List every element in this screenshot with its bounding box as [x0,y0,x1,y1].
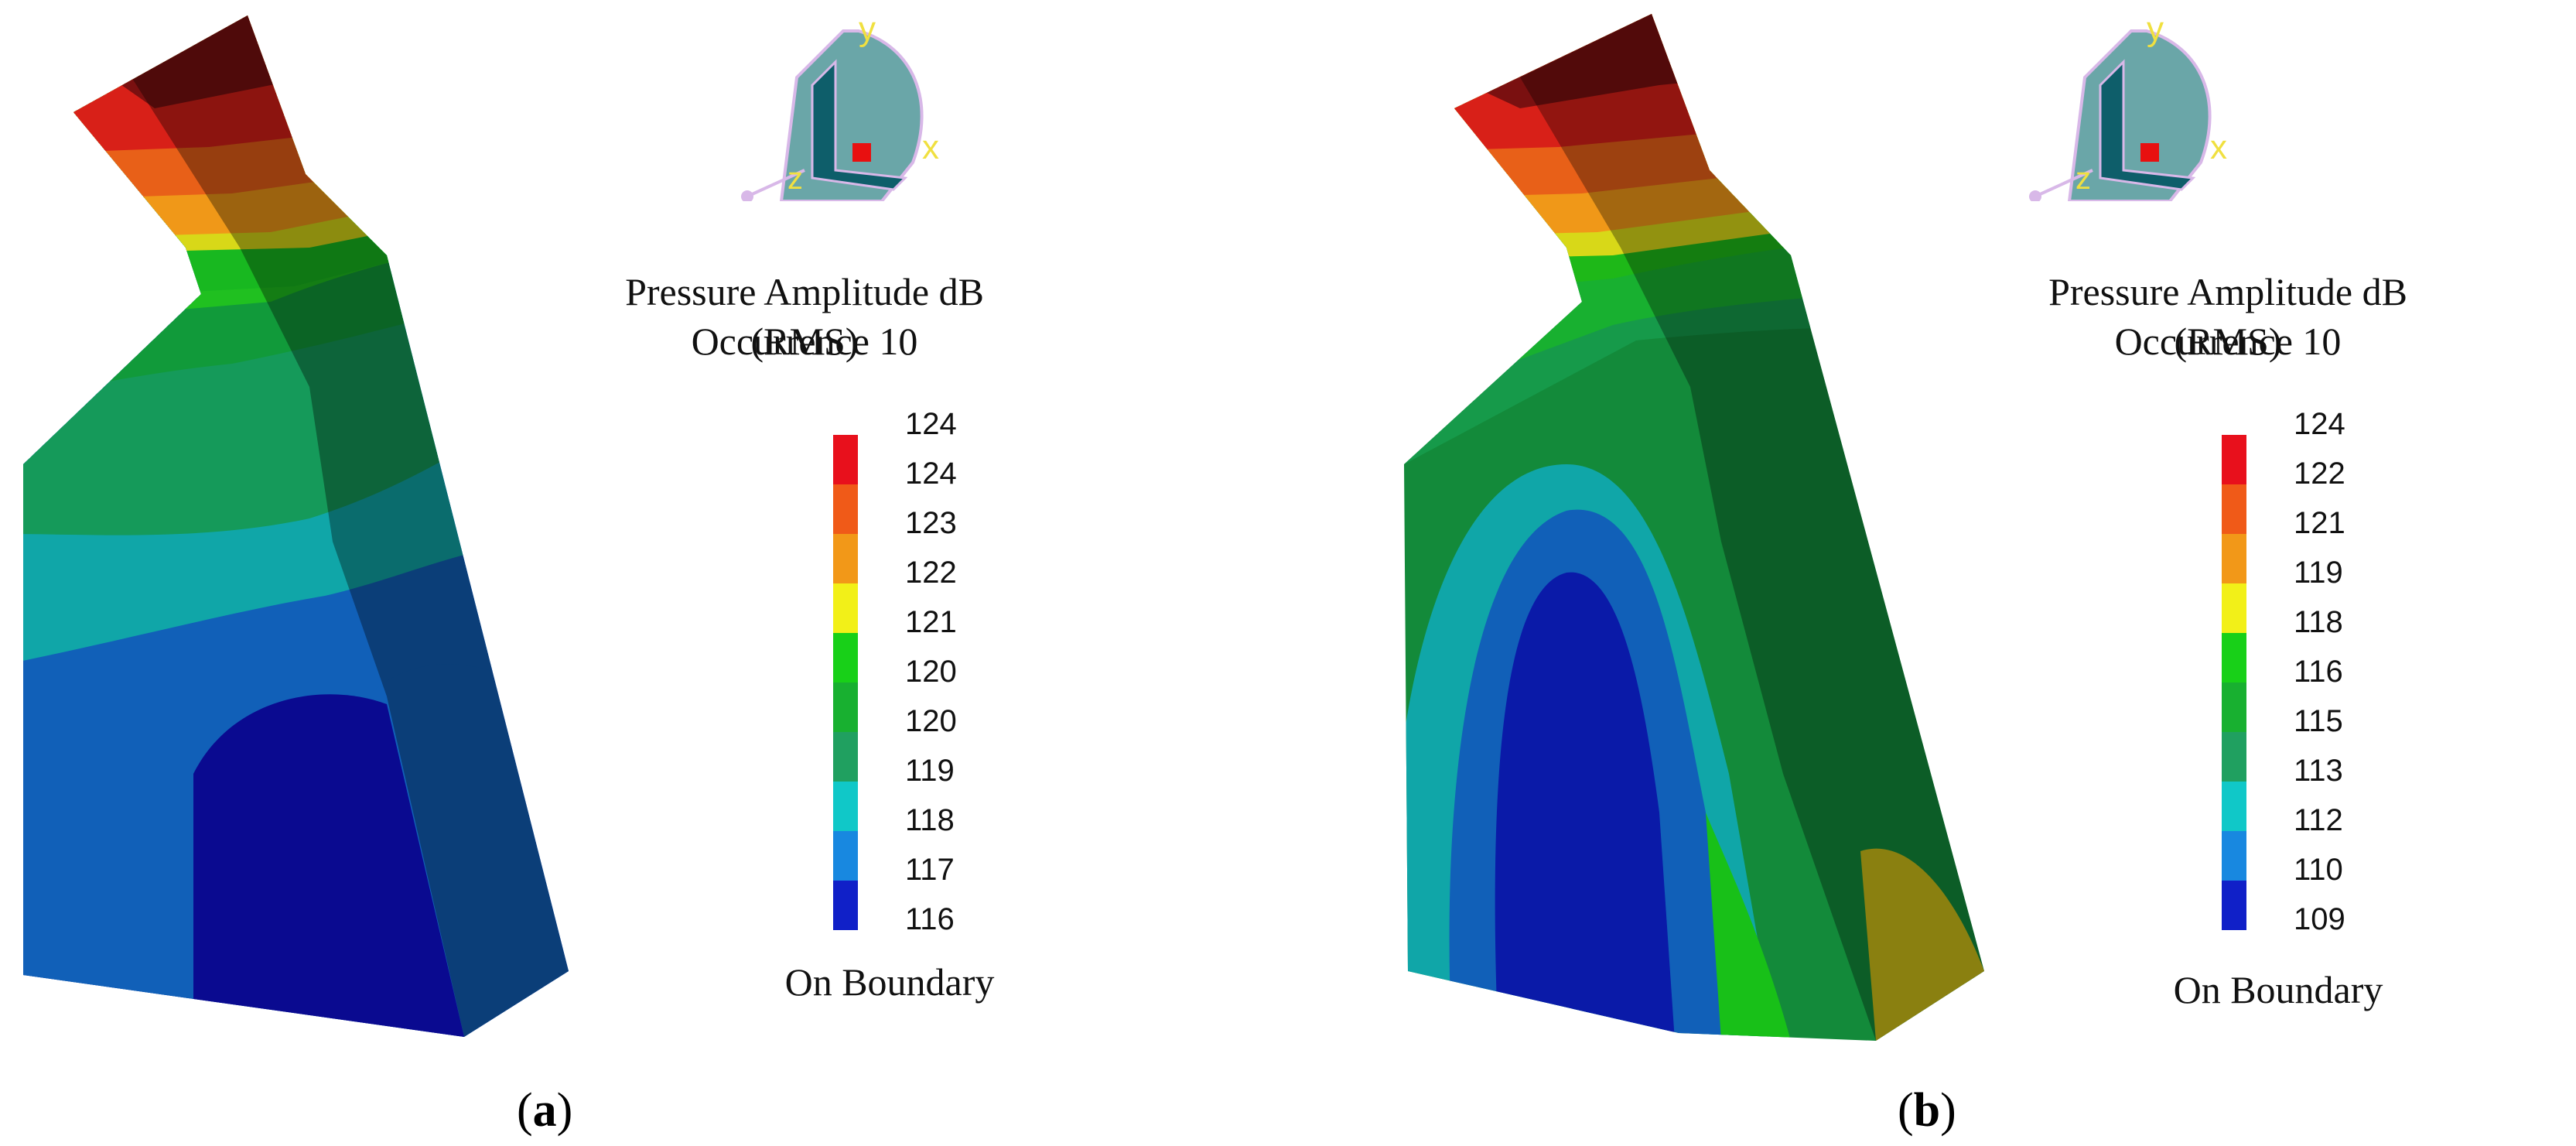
scale-swatch [833,435,858,484]
color-scale-a [833,435,858,930]
scale-swatch [833,633,858,682]
scale-swatch [2222,583,2246,633]
axis-z-label: z [2075,162,2091,196]
scale-label: 119 [905,754,955,788]
scale-label: 121 [905,605,957,639]
legend-title-a: Pressure Amplitude dB (RMS) [625,270,984,363]
legend-subtitle-b: Occurrence 10 [2114,320,2342,363]
axis-triad-b: y x z [2029,15,2227,201]
scale-swatch [2222,682,2246,732]
axis-y-label: y [2147,15,2164,48]
scale-swatch [833,484,858,534]
scale-swatch [833,583,858,633]
axis-z-label: z [787,162,803,196]
scale-label: 120 [905,704,957,738]
color-scale-b [2222,435,2246,930]
scale-label: 124 [905,407,957,441]
scale-swatch [833,782,858,831]
scale-swatch [833,534,858,583]
axis-y-label: y [859,15,876,48]
scale-label: 123 [905,506,957,540]
caption-letter-a: a [532,1084,557,1137]
scale-label: 116 [2294,655,2343,689]
scale-label: 112 [2294,803,2343,837]
scale-swatch [833,682,858,732]
scale-label: 124 [905,457,957,491]
scale-swatch [2222,782,2246,831]
scale-label: 124 [2294,407,2345,441]
scale-swatch [833,732,858,782]
scale-label: 120 [905,655,957,689]
scale-label: 122 [2294,457,2345,491]
scale-label: 121 [2294,506,2345,540]
scale-swatch [2222,435,2246,484]
scale-label: 115 [2294,704,2343,738]
axis-x-label: x [2210,128,2227,166]
scale-swatch [833,881,858,930]
scale-label: 122 [905,556,957,590]
scale-label: 117 [905,853,955,887]
scale-swatch [2222,484,2246,534]
contour-model-b [1404,14,1984,1041]
scale-swatch [2222,732,2246,782]
legend-title-b: Pressure Amplitude dB (RMS) [2048,270,2407,363]
scale-label: 118 [905,803,955,837]
contour-model-a [23,15,569,1037]
axis-x-label: x [922,128,939,166]
axis-triad-a: y x z [741,15,939,201]
scale-label: 118 [2294,605,2343,639]
panel-caption-b: (b) [1898,1084,1956,1137]
panel-caption-a: (a) [517,1084,573,1137]
legend-footer-b: On Boundary [2173,968,2383,1011]
scale-swatch [2222,534,2246,583]
scale-label: 119 [2294,556,2343,590]
scale-swatch [2222,881,2246,930]
panel-b: y x z Pressure Amplitude dB (RMS) Occurr… [1288,0,2576,1146]
scale-label: 116 [905,902,955,936]
scale-label: 109 [2294,902,2345,936]
legend-subtitle-a: Occurrence 10 [691,320,918,363]
scale-label: 113 [2294,754,2343,788]
legend-footer-a: On Boundary [784,960,995,1004]
caption-letter-b: b [1913,1084,1941,1137]
scale-label: 110 [2294,853,2343,887]
scale-swatch [2222,633,2246,682]
panel-a: y x z Pressure Amplitude dB (RMS) Occurr… [23,15,995,1137]
scale-swatch [833,831,858,881]
scale-swatch [2222,831,2246,881]
